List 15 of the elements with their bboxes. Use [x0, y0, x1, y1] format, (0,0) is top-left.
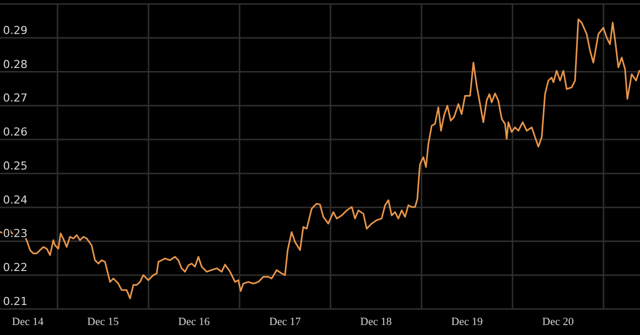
x-tick-label: Dec 16 [178, 316, 210, 328]
y-tick-label: 0.25 [3, 159, 28, 172]
x-tick-label: Dec 18 [360, 316, 392, 328]
x-tick-label: Dec 15 [87, 316, 120, 328]
x-tick-label: Dec 17 [269, 316, 302, 328]
y-tick-label: 0.24 [3, 193, 28, 206]
y-tick-label: 0.29 [3, 24, 28, 37]
x-tick-label: Dec 14 [12, 316, 44, 328]
x-tick-label: Dec 19 [451, 316, 484, 328]
y-tick-label: 0.27 [3, 92, 28, 105]
y-tick-label: 0.26 [3, 126, 28, 139]
y-tick-label: 0.22 [3, 261, 28, 274]
x-tick-label: Dec 20 [542, 316, 574, 328]
y-tick-label: 0.28 [3, 58, 28, 71]
y-tick-label: 0.21 [3, 295, 28, 308]
